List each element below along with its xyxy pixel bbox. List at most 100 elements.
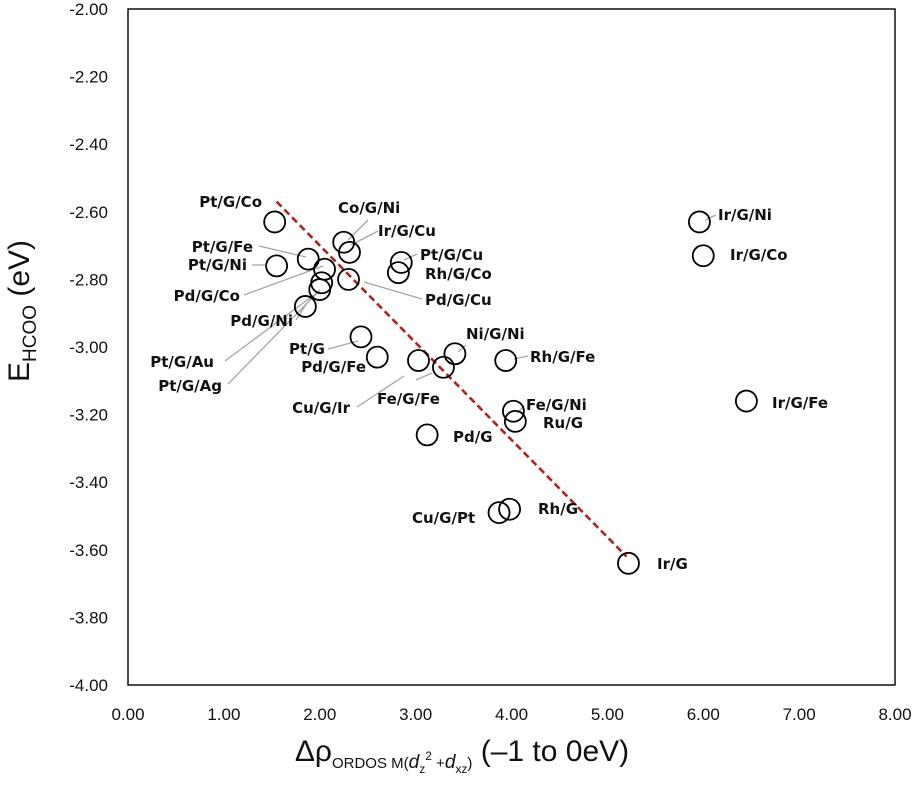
y-tick-label: -3.60 (69, 541, 108, 560)
data-point (386, 261, 410, 285)
point-label: Pd/G (453, 428, 493, 446)
data-point (415, 423, 439, 447)
y-tick-label: -4.00 (69, 676, 108, 695)
point-label: Ir/G/Cu (378, 222, 436, 240)
leader-line (415, 372, 433, 381)
point-label: Ru/G (543, 414, 583, 432)
point-label: Rh/G/Co (425, 265, 492, 283)
x-tick-label: 4.00 (495, 705, 528, 724)
y-axis-title-main: E (3, 361, 36, 382)
y-tick-label: -2.80 (69, 270, 108, 289)
point-label: Pd/G/Co (174, 287, 240, 305)
data-point (389, 251, 413, 274)
x-tick-label: 1.00 (207, 705, 240, 724)
x-tick-label: 0.00 (111, 705, 144, 724)
point-label: Fe/G/Fe (377, 390, 440, 408)
plot-area-frame (127, 8, 896, 686)
leader-line (227, 289, 321, 385)
y-axis-title-sub: HCOO (20, 304, 41, 362)
data-point (313, 257, 336, 281)
x-axis-title-unit: (–1 to 0eV) (472, 735, 630, 768)
x-tick-labels: 0.00 1.00 2.00 3.00 4.00 5.00 6.00 7.00 8.00 (111, 705, 911, 724)
data-point (502, 399, 525, 423)
x-axis-title-sub: ORDOS M(dz2 +dxz) (331, 749, 473, 776)
point-label: Pt/G/Cu (420, 246, 483, 264)
point-label: Ni/G/Ni (466, 325, 525, 343)
x-tick-label: 5.00 (591, 705, 624, 724)
leader-line (356, 375, 405, 408)
y-axis-title: EHCOO (eV) (0, 240, 52, 382)
x-axis-title-d1: d (408, 752, 420, 773)
data-point (443, 342, 467, 366)
trendline-layer (275, 200, 628, 558)
leader-line (224, 291, 319, 362)
leader-line (457, 344, 467, 353)
data-point (432, 355, 455, 379)
x-axis-title-sq: 2 (425, 749, 432, 763)
point-label: Pd/G/Cu (425, 291, 492, 309)
leader-line (350, 230, 379, 246)
data-point (407, 349, 430, 372)
data-point (734, 389, 758, 413)
data-point (487, 501, 511, 525)
y-tick-label: -3.20 (69, 406, 108, 425)
y-tick-label: -3.40 (69, 473, 108, 492)
y-axis-title-unit: (eV) (3, 239, 36, 305)
point-label: Pt/G/Ag (158, 377, 222, 395)
point-label: Cu/G/Ir (292, 399, 351, 417)
x-tick-label: 7.00 (783, 705, 816, 724)
leader-line (704, 214, 717, 221)
y-tick-labels: -2.00 -2.20 -2.40 -2.60 -2.80 -3.00 -3.20 -3.40… (69, 0, 108, 695)
trendline (275, 200, 628, 558)
point-label: Rh/G/Fe (530, 348, 595, 366)
y-tick-label: -2.00 (69, 0, 108, 19)
point-label: Ir/G (657, 555, 688, 573)
point-label: Co/G/Ni (338, 199, 400, 217)
point-label: Cu/G/Pt (412, 509, 475, 527)
data-point (310, 271, 334, 295)
x-axis-title-sub-text: ORDOS M( (331, 755, 409, 772)
data-point (494, 349, 518, 372)
y-tick-label: -2.60 (69, 203, 108, 222)
x-axis-title-main: Δρ (294, 735, 332, 768)
data-point (349, 325, 373, 349)
leader-line (243, 265, 324, 296)
y-tick-label: -2.40 (69, 135, 108, 154)
data-point (503, 409, 527, 433)
x-tick-label: 2.00 (303, 705, 336, 724)
data-points (263, 210, 758, 575)
point-label: Pt/G/Ni (188, 256, 247, 274)
x-axis-title-xz: xz (455, 762, 468, 776)
data-point (688, 210, 711, 234)
data-point (617, 551, 640, 575)
y-tick-label: -2.20 (69, 68, 108, 87)
x-axis-title-z: z (419, 762, 426, 776)
x-tick-label: 3.00 (399, 705, 432, 724)
data-point (337, 267, 360, 291)
x-axis-title-paren: ) (467, 755, 473, 772)
point-label: Pt/G/Co (199, 193, 262, 211)
x-axis-title-d2: d (444, 752, 456, 773)
point-label: Ir/G/Ni (718, 206, 772, 224)
x-tick-label: 8.00 (878, 705, 911, 724)
point-label: Pd/G/Fe (301, 358, 366, 376)
data-point (265, 254, 289, 278)
data-point (691, 244, 715, 268)
data-point (498, 497, 521, 521)
data-point (263, 210, 287, 234)
leader-line (363, 281, 423, 300)
data-point (296, 247, 320, 271)
data-point (365, 345, 389, 369)
point-label: Fe/G/Ni (526, 396, 587, 414)
y-tick-label: -3.00 (69, 338, 108, 357)
data-point (293, 295, 317, 318)
point-label: Ir/G/Co (730, 246, 788, 264)
point-label: Ir/G/Fe (772, 394, 828, 412)
data-point (308, 278, 332, 301)
y-tick-label: -3.80 (69, 608, 108, 627)
point-label: Rh/G (538, 500, 578, 518)
x-axis-title-plus: + (431, 755, 445, 772)
leader-line (347, 219, 369, 241)
